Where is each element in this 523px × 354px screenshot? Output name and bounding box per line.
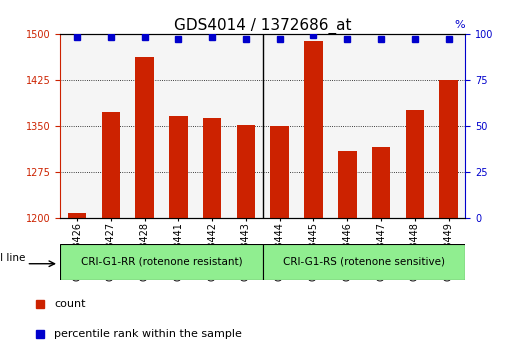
Bar — [372, 147, 390, 218]
Bar — [236, 125, 255, 218]
Bar — [405, 110, 424, 218]
Bar — [135, 57, 154, 218]
Bar — [169, 116, 188, 218]
Bar — [304, 41, 323, 218]
Title: GDS4014 / 1372686_at: GDS4014 / 1372686_at — [174, 17, 351, 34]
Bar — [263, 244, 465, 280]
Bar — [203, 118, 221, 218]
Text: CRI-G1-RR (rotenone resistant): CRI-G1-RR (rotenone resistant) — [81, 257, 242, 267]
Bar — [101, 112, 120, 218]
Text: cell line: cell line — [0, 253, 25, 263]
Text: CRI-G1-RS (rotenone sensitive): CRI-G1-RS (rotenone sensitive) — [283, 257, 445, 267]
Bar — [270, 126, 289, 218]
Bar — [439, 80, 458, 218]
Bar — [338, 152, 357, 218]
Text: count: count — [54, 298, 86, 309]
Bar — [60, 244, 263, 280]
Text: percentile rank within the sample: percentile rank within the sample — [54, 329, 242, 339]
Bar — [68, 213, 86, 218]
Text: %: % — [455, 20, 465, 30]
